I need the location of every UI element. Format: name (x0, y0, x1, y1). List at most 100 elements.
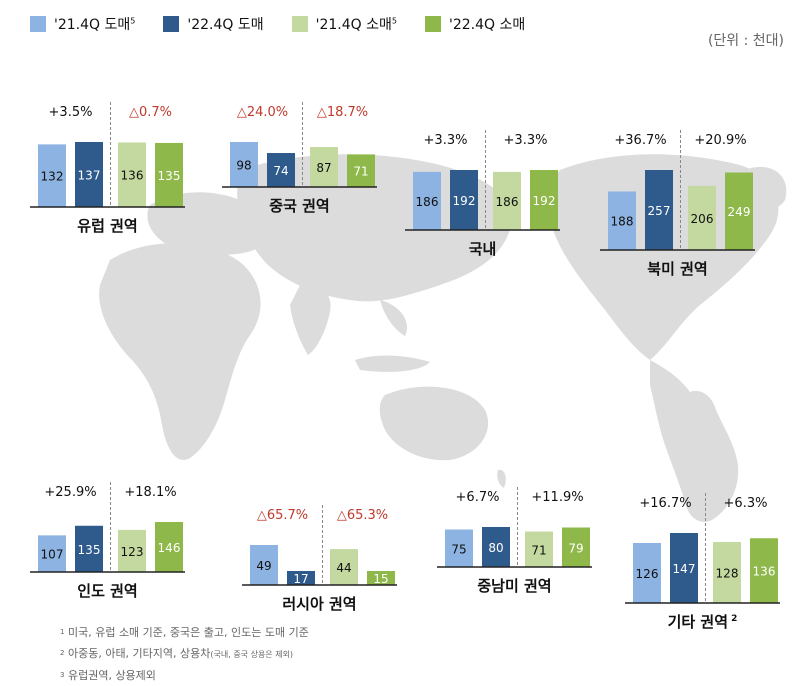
bar (75, 142, 103, 207)
legend-item: '22.4Q 소매 (424, 14, 526, 34)
bar (525, 531, 553, 567)
bar (287, 571, 315, 585)
bar (347, 154, 375, 187)
bar-chart: 188 257 206 249 +36.7% +20.9% (600, 130, 755, 251)
bar-chart: 132 137 136 135 +3.5% △0.7% (30, 102, 185, 208)
bar-value-label: 192 (453, 194, 476, 208)
region-title: 유럽 권역 (77, 217, 138, 235)
bar-chart: 107 135 123 146 +25.9% +18.1% (30, 482, 185, 573)
bar (38, 535, 66, 572)
change-label: +3.3% (504, 133, 548, 148)
change-label: △18.7% (317, 105, 368, 120)
legend-item: '21.4Q 소매5 (291, 14, 397, 34)
legend-swatch (163, 16, 180, 32)
bar-value-label: 17 (293, 572, 308, 586)
bar-value-label: 137 (78, 169, 101, 183)
region-title: 러시아 권역 (282, 595, 357, 613)
bar (230, 142, 258, 187)
bar (530, 170, 558, 230)
bar (645, 170, 673, 250)
bar-value-label: 79 (568, 541, 583, 555)
bar (38, 144, 66, 207)
bar-value-label: 49 (256, 559, 271, 573)
change-label: +20.9% (694, 133, 746, 148)
bar-value-label: 132 (41, 170, 64, 184)
bar-chart: 126 147 128 136 +16.7% +6.3% (625, 493, 780, 604)
chart-legend: '21.4Q 도매5 '22.4Q 도매 '21.4Q 소매5 '22.4Q 소… (30, 14, 553, 34)
bar (250, 545, 278, 585)
bar-value-label: 147 (673, 562, 696, 576)
region-chart: 188 257 206 249 +36.7% +20.9% 북미 권역 (600, 130, 755, 280)
bar-value-label: 257 (648, 204, 671, 218)
change-label: △65.7% (257, 508, 308, 523)
region-chart: 186 192 186 192 +3.3% +3.3% 국내 (405, 130, 560, 260)
region-chart: 132 137 136 135 +3.5% △0.7% 유럽 권역 (30, 102, 185, 237)
bar (725, 172, 753, 250)
footnotes: 1 미국, 유럽 소매 기준, 중국은 출고, 인도는 도매 기준 2 아중동,… (60, 622, 309, 686)
bar (267, 153, 295, 187)
bar-value-label: 107 (41, 548, 64, 562)
change-label: +3.3% (424, 133, 468, 148)
region-chart: 49 17 44 15 △65.7% △65.3% 러시아 권역 (242, 505, 397, 615)
footnote: 3 유럽권역, 상용제외 (60, 669, 156, 682)
bar-value-label: 192 (533, 194, 556, 208)
change-label: +25.9% (44, 485, 96, 500)
legend-item: '22.4Q 도매 (163, 14, 264, 34)
change-label: +16.7% (639, 496, 691, 511)
legend-label: '21.4Q 소매5 (315, 16, 397, 33)
bar-value-label: 135 (158, 169, 181, 183)
bar-value-label: 128 (716, 567, 739, 581)
bar-value-label: 74 (273, 164, 288, 178)
bar-value-label: 75 (451, 542, 466, 556)
bar-chart: 186 192 186 192 +3.3% +3.3% (405, 130, 560, 231)
bar-value-label: 186 (416, 195, 439, 209)
footnote: 2 아중동, 아태, 기타지역, 상용차(국내, 중국 상용은 제외) (60, 647, 294, 660)
region-chart: 98 74 87 71 △24.0% △18.7% 중국 권역 (222, 102, 377, 217)
region-title: 중남미 권역 (477, 577, 552, 595)
bar-value-label: 98 (236, 159, 251, 173)
bar (367, 571, 395, 585)
change-label: +18.1% (124, 485, 176, 500)
footnote: 1 미국, 유럽 소매 기준, 중국은 출고, 인도는 도매 기준 (60, 626, 309, 639)
change-label: +6.3% (724, 496, 768, 511)
bar (155, 522, 183, 572)
bar-value-label: 206 (691, 212, 714, 226)
legend-label: '22.4Q 소매 (448, 17, 526, 33)
legend-swatch (424, 16, 441, 32)
region-title: 인도 권역 (77, 582, 138, 600)
region-chart: 107 135 123 146 +25.9% +18.1% 인도 권역 (30, 482, 185, 602)
region-title: 기타 권역 2 (667, 613, 738, 631)
legend-swatch (291, 16, 308, 32)
bar (633, 543, 661, 603)
bar-chart: 75 80 71 79 +6.7% +11.9% (437, 487, 592, 568)
change-label: △24.0% (237, 105, 288, 120)
region-title: 북미 권역 (647, 260, 708, 278)
bar (688, 185, 716, 250)
region-chart: 126 147 128 136 +16.7% +6.3% 기타 권역 2 (625, 493, 780, 633)
bar (750, 538, 778, 603)
legend-label: '22.4Q 도매 (187, 17, 264, 33)
legend-item: '21.4Q 도매5 (30, 14, 135, 34)
bar-value-label: 80 (488, 541, 503, 555)
bar (713, 542, 741, 603)
bar-value-label: 126 (636, 567, 659, 581)
bar-value-label: 135 (78, 543, 101, 557)
bar-chart: 98 74 87 71 △24.0% △18.7% (222, 102, 377, 188)
bar-value-label: 71 (353, 165, 368, 179)
change-label: +11.9% (531, 490, 583, 505)
bar-value-label: 44 (336, 561, 351, 575)
region-title: 국내 (468, 240, 497, 258)
bar-value-label: 249 (728, 205, 751, 219)
bar (118, 142, 146, 207)
bar-value-label: 136 (753, 565, 776, 579)
bar-value-label: 87 (316, 161, 331, 175)
bar (482, 527, 510, 567)
bar (155, 142, 183, 207)
bar (445, 529, 473, 567)
bar (562, 527, 590, 567)
change-label: +36.7% (614, 133, 666, 148)
bar (310, 147, 338, 187)
bar-value-label: 71 (531, 543, 546, 557)
change-label: +3.5% (49, 105, 93, 120)
bar (330, 549, 358, 585)
